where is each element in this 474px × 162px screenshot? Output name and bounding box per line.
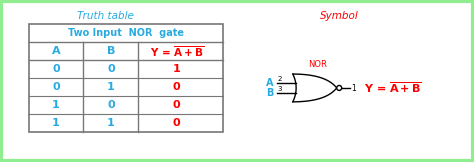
Bar (28, 24, 223, 132)
Text: 1: 1 (107, 82, 115, 92)
Text: 0: 0 (173, 100, 181, 110)
Text: B: B (266, 88, 274, 98)
Text: 1: 1 (173, 64, 181, 74)
Text: 0: 0 (107, 64, 115, 74)
Text: Y = $\mathregular{\overline{A+B}}$: Y = $\mathregular{\overline{A+B}}$ (150, 44, 204, 59)
Text: A: A (52, 46, 60, 56)
Text: 1: 1 (351, 84, 356, 93)
Text: 1: 1 (52, 118, 60, 128)
Text: 2: 2 (278, 76, 282, 82)
Text: A: A (266, 78, 274, 88)
Text: 1: 1 (107, 118, 115, 128)
Text: Two Input  NOR  gate: Two Input NOR gate (68, 28, 184, 38)
Text: 0: 0 (173, 82, 181, 92)
Text: Truth table: Truth table (77, 11, 134, 21)
Text: 0: 0 (173, 118, 181, 128)
Text: 0: 0 (52, 82, 60, 92)
Text: B: B (107, 46, 115, 56)
Circle shape (337, 86, 342, 90)
Polygon shape (293, 74, 337, 102)
Text: NOR: NOR (308, 60, 327, 69)
Text: Symbol: Symbol (320, 11, 359, 21)
Text: 3: 3 (278, 86, 283, 92)
Text: 0: 0 (107, 100, 115, 110)
Text: 1: 1 (52, 100, 60, 110)
Text: 0: 0 (52, 64, 60, 74)
Text: Y = $\mathregular{\overline{A+B}}$: Y = $\mathregular{\overline{A+B}}$ (364, 81, 421, 95)
